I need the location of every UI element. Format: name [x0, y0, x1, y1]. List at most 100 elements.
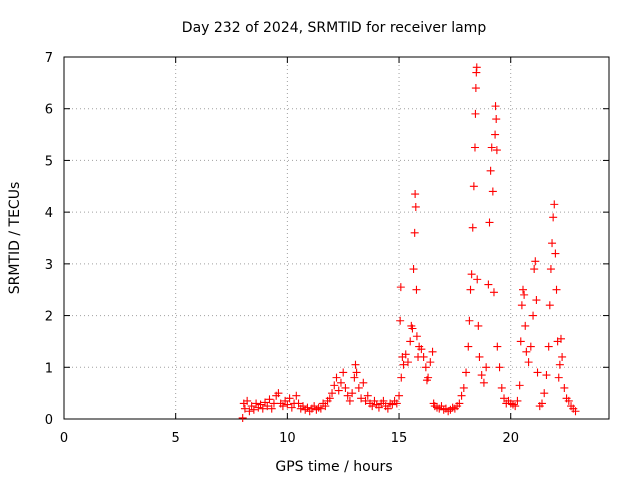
data-point	[249, 405, 258, 414]
data-point	[433, 403, 442, 412]
y-tick-label: 7	[45, 51, 53, 66]
y-tick-label: 4	[45, 206, 53, 221]
data-point	[457, 391, 466, 400]
data-point	[341, 383, 350, 392]
y-tick-label: 3	[45, 258, 53, 273]
data-point	[524, 358, 533, 367]
data-point	[466, 285, 475, 294]
data-point	[426, 358, 435, 367]
data-point	[484, 280, 493, 289]
data-point	[267, 404, 276, 413]
data-point	[287, 403, 296, 412]
data-point	[544, 342, 553, 351]
data-point	[467, 270, 476, 279]
y-tick-label: 6	[45, 103, 53, 118]
data-point	[392, 399, 401, 408]
data-point	[240, 404, 249, 413]
data-point	[487, 143, 496, 152]
data-point	[359, 378, 368, 387]
data-point	[361, 396, 370, 405]
data-point	[278, 402, 287, 411]
y-axis: 0 1 2 3 4 5 6 7	[45, 51, 53, 428]
data-point	[339, 368, 348, 377]
data-point	[396, 316, 405, 325]
data-point	[491, 102, 500, 111]
data-point	[537, 399, 546, 408]
data-point	[301, 405, 310, 414]
data-point	[343, 391, 352, 400]
data-point	[401, 350, 410, 359]
x-tick-label: 0	[60, 431, 68, 446]
data-point	[350, 373, 359, 382]
data-point	[411, 202, 420, 211]
data-point	[379, 396, 388, 405]
data-point	[511, 402, 520, 411]
data-point	[419, 352, 428, 361]
y-tick-label: 0	[45, 413, 53, 428]
data-point	[374, 403, 383, 412]
data-point	[258, 404, 267, 413]
data-point	[564, 396, 573, 405]
data-point	[551, 249, 560, 258]
data-point	[497, 383, 506, 392]
x-axis: 0 5 10 15 20	[60, 431, 519, 446]
x-tick-label: 20	[502, 431, 519, 446]
data-point	[533, 368, 542, 377]
data-point	[336, 378, 345, 387]
data-point	[368, 402, 377, 411]
x-tick-label: 5	[172, 431, 180, 446]
data-point	[462, 368, 471, 377]
data-point	[465, 316, 474, 325]
data-point	[316, 404, 325, 413]
data-point	[508, 400, 517, 409]
data-point	[399, 360, 408, 369]
data-point	[486, 166, 495, 175]
x-tick-label: 10	[279, 431, 296, 446]
data-point	[459, 383, 468, 392]
data-point	[485, 218, 494, 227]
data-point	[421, 363, 430, 372]
data-point	[325, 394, 334, 403]
data-point	[492, 115, 501, 124]
data-point	[409, 265, 418, 274]
data-point	[515, 381, 524, 390]
data-point	[468, 223, 477, 232]
data-point	[516, 337, 525, 346]
data-point	[455, 399, 464, 408]
data-point	[395, 391, 404, 400]
grid	[64, 57, 609, 419]
data-point	[352, 368, 361, 377]
data-point	[357, 394, 366, 403]
data-point	[556, 334, 565, 343]
data-point	[522, 347, 531, 356]
data-point	[417, 345, 426, 354]
data-point	[283, 400, 292, 409]
x-axis-label: GPS time / hours	[275, 459, 392, 475]
data-point	[312, 405, 321, 414]
data-point	[540, 389, 549, 398]
data-point	[412, 285, 421, 294]
data-point	[464, 342, 473, 351]
data-point	[492, 146, 501, 155]
data-point	[479, 378, 488, 387]
data-point	[403, 358, 412, 367]
data-point	[265, 395, 274, 404]
data-point	[354, 383, 363, 392]
data-point	[491, 130, 500, 139]
data-point	[482, 363, 491, 372]
data-point	[408, 324, 417, 333]
data-point	[519, 285, 528, 294]
data-point	[532, 296, 541, 305]
data-point	[245, 407, 254, 416]
data-point	[345, 396, 354, 405]
data-point	[363, 391, 372, 400]
data-point	[252, 399, 261, 408]
data-point	[351, 360, 360, 369]
data-point	[330, 381, 339, 390]
data-point	[517, 301, 526, 310]
data-point	[550, 200, 559, 209]
data-point	[545, 301, 554, 310]
data-point	[292, 391, 301, 400]
data-point	[488, 187, 497, 196]
data-point	[332, 373, 341, 382]
